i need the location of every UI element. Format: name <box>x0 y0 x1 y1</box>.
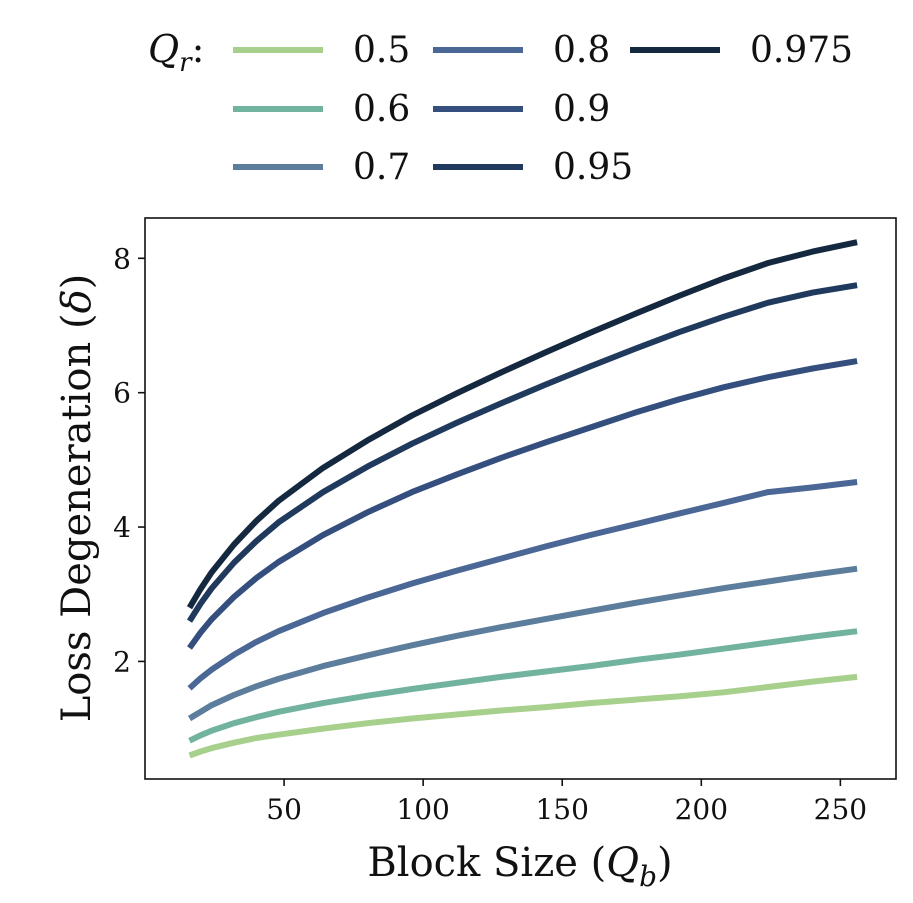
x-axis-title: Block Size (Qb) <box>367 840 672 893</box>
legend-entries: 0.5 0.6 0.7 0.8 0.9 0.95 0.975 <box>233 30 853 188</box>
legend-label: 0.7 <box>353 147 410 188</box>
y-tick-label: 8 <box>113 242 131 275</box>
legend-label: 0.975 <box>750 30 853 71</box>
x-tick-label: 100 <box>396 793 449 826</box>
legend: Qr: 0.5 0.6 0.7 0.8 0.9 0.95 0.975 <box>148 27 853 188</box>
x-tick-label: 250 <box>814 793 867 826</box>
legend-title-var: Q <box>148 27 179 71</box>
legend-label: 0.9 <box>553 89 610 130</box>
series-lines <box>186 239 858 759</box>
series-line-0.95 <box>186 282 858 623</box>
legend-entry-0.6: 0.6 <box>233 89 410 130</box>
series-line-0.975 <box>186 239 858 610</box>
x-tick-label: 50 <box>266 793 302 826</box>
legend-entry-0.95: 0.95 <box>433 147 633 188</box>
plot-area-frame <box>144 217 897 780</box>
legend-entry-0.9: 0.9 <box>433 89 610 130</box>
y-axis-title-close: ) <box>54 274 100 290</box>
x-axis-title-sub: b <box>639 860 657 893</box>
x-axis-ticks: 50 100 150 200 250 <box>266 779 867 826</box>
y-axis-title: Loss Degeneration (δ) <box>54 274 100 723</box>
y-tick-label: 6 <box>113 377 131 410</box>
y-axis-title-text: Loss Degeneration ( <box>54 313 100 722</box>
y-axis-title-var: δ <box>54 289 100 313</box>
legend-entry-0.8: 0.8 <box>433 30 610 71</box>
y-axis-ticks: 2 4 6 8 <box>113 242 145 678</box>
series-line-0.8 <box>187 479 858 691</box>
legend-label: 0.95 <box>553 147 633 188</box>
x-axis-title-close: ) <box>657 840 673 886</box>
legend-title-sub: r <box>179 48 193 78</box>
series-line-0.7 <box>187 565 858 722</box>
legend-label: 0.8 <box>553 30 610 71</box>
legend-title: Qr: <box>148 27 204 78</box>
series-line-0.9 <box>187 358 858 650</box>
x-tick-label: 150 <box>535 793 588 826</box>
legend-entry-0.7: 0.7 <box>233 147 410 188</box>
x-tick-label: 200 <box>675 793 728 826</box>
series-line-0.5 <box>188 673 858 759</box>
y-tick-label: 2 <box>113 645 131 678</box>
x-axis-title-text: Block Size ( <box>367 840 606 886</box>
legend-title-suffix: : <box>192 27 205 71</box>
legend-label: 0.6 <box>353 89 410 130</box>
x-axis-title-var: Q <box>606 840 639 886</box>
series-line-0.6 <box>188 628 858 744</box>
legend-label: 0.5 <box>353 30 410 71</box>
legend-entry-0.975: 0.975 <box>630 30 853 71</box>
y-tick-label: 4 <box>113 511 131 544</box>
legend-entry-0.5: 0.5 <box>233 30 410 71</box>
